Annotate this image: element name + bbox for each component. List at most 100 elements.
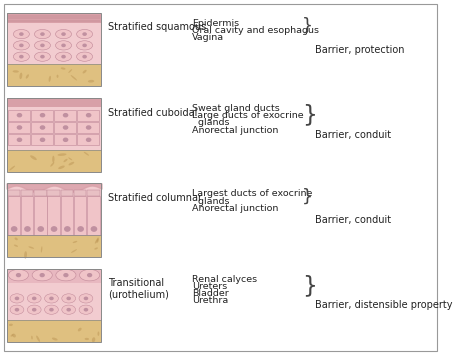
Ellipse shape — [71, 249, 77, 253]
FancyBboxPatch shape — [8, 122, 30, 133]
FancyBboxPatch shape — [21, 190, 33, 196]
Ellipse shape — [62, 294, 76, 303]
FancyBboxPatch shape — [7, 184, 101, 235]
Ellipse shape — [88, 80, 94, 83]
Circle shape — [86, 137, 91, 142]
FancyBboxPatch shape — [7, 13, 101, 23]
Ellipse shape — [36, 335, 40, 342]
Ellipse shape — [24, 251, 27, 259]
Circle shape — [63, 273, 69, 277]
Ellipse shape — [77, 29, 92, 39]
FancyBboxPatch shape — [61, 190, 73, 196]
FancyBboxPatch shape — [31, 122, 53, 133]
Text: Anorectal junction: Anorectal junction — [192, 204, 278, 213]
Text: }: } — [302, 103, 317, 126]
Ellipse shape — [55, 52, 72, 61]
Ellipse shape — [27, 294, 41, 303]
Circle shape — [86, 125, 91, 130]
FancyBboxPatch shape — [87, 196, 100, 235]
Circle shape — [87, 273, 92, 277]
Ellipse shape — [24, 226, 31, 232]
Circle shape — [49, 296, 54, 300]
Ellipse shape — [79, 294, 93, 303]
Circle shape — [19, 32, 24, 36]
FancyBboxPatch shape — [87, 190, 100, 196]
Ellipse shape — [35, 52, 50, 61]
Ellipse shape — [12, 334, 16, 338]
Ellipse shape — [79, 305, 93, 314]
Circle shape — [61, 44, 66, 47]
Ellipse shape — [13, 41, 29, 50]
Ellipse shape — [64, 159, 68, 162]
FancyBboxPatch shape — [61, 196, 73, 235]
Ellipse shape — [10, 305, 24, 314]
Ellipse shape — [62, 305, 76, 314]
Ellipse shape — [77, 52, 92, 61]
Text: Renal calyces: Renal calyces — [192, 275, 257, 284]
Circle shape — [86, 113, 91, 118]
FancyBboxPatch shape — [21, 196, 33, 235]
Circle shape — [63, 113, 68, 118]
Circle shape — [17, 113, 22, 118]
FancyBboxPatch shape — [8, 196, 20, 235]
Text: }: } — [302, 17, 313, 35]
FancyBboxPatch shape — [8, 190, 20, 196]
Circle shape — [61, 32, 66, 36]
FancyBboxPatch shape — [7, 269, 101, 283]
FancyBboxPatch shape — [7, 235, 101, 257]
Ellipse shape — [69, 162, 74, 165]
Circle shape — [82, 44, 87, 47]
Circle shape — [40, 44, 45, 47]
Ellipse shape — [80, 269, 100, 281]
Text: Bladder: Bladder — [192, 289, 228, 298]
Ellipse shape — [30, 155, 37, 160]
Circle shape — [32, 308, 36, 312]
Text: Stratified squamous: Stratified squamous — [108, 22, 206, 32]
Ellipse shape — [15, 237, 18, 240]
Ellipse shape — [28, 246, 34, 249]
Text: Barrier, conduit: Barrier, conduit — [316, 215, 392, 225]
Text: Anorectal junction: Anorectal junction — [192, 126, 278, 135]
Ellipse shape — [85, 338, 89, 340]
Text: Vagina: Vagina — [192, 33, 224, 42]
Ellipse shape — [56, 75, 58, 78]
Circle shape — [16, 273, 21, 277]
Circle shape — [17, 137, 22, 142]
FancyBboxPatch shape — [47, 190, 60, 196]
Circle shape — [82, 32, 87, 36]
Ellipse shape — [19, 73, 22, 79]
Ellipse shape — [13, 52, 29, 61]
Ellipse shape — [68, 157, 73, 160]
Ellipse shape — [49, 76, 51, 82]
Text: Ureters: Ureters — [192, 282, 227, 291]
Circle shape — [15, 308, 19, 312]
Ellipse shape — [14, 245, 18, 247]
FancyBboxPatch shape — [7, 64, 101, 86]
Ellipse shape — [55, 29, 72, 39]
Circle shape — [40, 137, 46, 142]
Text: Stratified columnar: Stratified columnar — [108, 193, 202, 203]
Ellipse shape — [84, 152, 89, 155]
Circle shape — [82, 55, 87, 59]
Ellipse shape — [64, 226, 71, 232]
Ellipse shape — [27, 305, 41, 314]
Circle shape — [66, 296, 71, 300]
Ellipse shape — [10, 334, 14, 337]
FancyBboxPatch shape — [7, 269, 101, 320]
Ellipse shape — [95, 239, 98, 244]
Circle shape — [40, 55, 45, 59]
Ellipse shape — [26, 74, 29, 78]
Circle shape — [19, 55, 24, 59]
Circle shape — [61, 55, 66, 59]
Ellipse shape — [50, 162, 55, 167]
Circle shape — [49, 308, 54, 312]
Ellipse shape — [11, 226, 18, 232]
FancyBboxPatch shape — [8, 110, 30, 121]
Text: glands: glands — [192, 119, 229, 127]
Text: }: } — [302, 274, 317, 297]
Ellipse shape — [91, 226, 97, 232]
FancyBboxPatch shape — [77, 122, 99, 133]
Circle shape — [66, 308, 71, 312]
Ellipse shape — [45, 294, 58, 303]
Ellipse shape — [37, 226, 44, 232]
